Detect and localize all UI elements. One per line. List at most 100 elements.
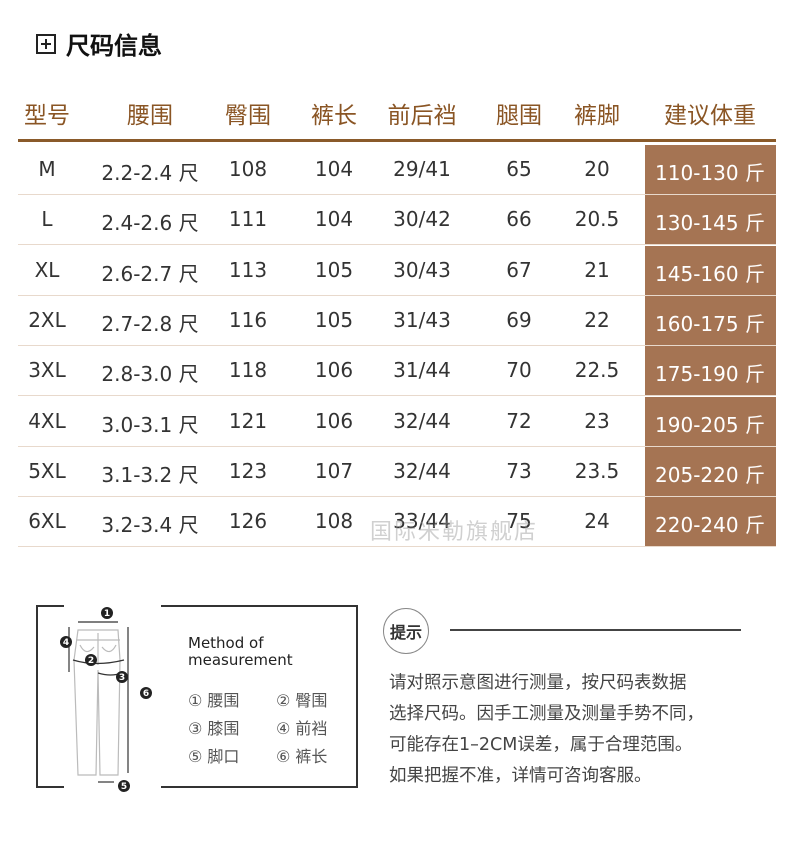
measurement-diagram: 1 2 3 4 5 6 Method of measurement ① 腰围 ②…	[36, 605, 358, 792]
table-cell: 65	[506, 157, 532, 181]
measurement-legend: ① 腰围 ② 臀围 ③ 膝围 ④ 前裆 ⑤ 脚口 ⑥ 裤长	[188, 687, 356, 767]
table-cell: 29/41	[393, 157, 451, 181]
table-cell: 22.5	[574, 358, 620, 383]
table-cell: 30/43	[393, 257, 451, 282]
table-cell: 116	[228, 307, 268, 332]
table-cell: 23.5	[574, 458, 620, 483]
table-cell: 105	[314, 257, 354, 282]
table-cell: 2.2-2.4 尺	[101, 161, 199, 185]
table-header: 型号 腰围 臀围 裤长 前后裆 腿围 裤脚 建议体重	[0, 96, 790, 132]
table-row: M 2.2-2.4 尺 108 104 29/41 65 20 110-130 斤	[18, 145, 776, 195]
table-cell: 5XL	[28, 458, 66, 483]
method-heading-line2: measurement	[188, 651, 293, 669]
table-cell: 32/44	[393, 408, 451, 433]
row-divider	[18, 244, 776, 246]
row-divider	[18, 194, 776, 195]
number-markers: 1 2 3 4 5 6	[60, 607, 152, 792]
tip-text: 请对照示意图进行测量，按尺码表数据 选择尺码。因手工测量及测量手势不同， 可能存…	[389, 668, 769, 792]
table-cell: 2.8-3.0 尺	[101, 362, 199, 387]
table-cell: 3.1-3.2 尺	[101, 462, 199, 487]
weight-highlight-cell	[645, 396, 776, 446]
svg-text:6: 6	[143, 689, 149, 699]
weight-highlight-cell	[645, 497, 776, 547]
column-header: 型号	[24, 103, 70, 129]
weight-highlight-cell	[645, 195, 776, 245]
table-cell: 220-240 斤	[655, 513, 765, 538]
frame-right	[161, 605, 358, 788]
table-cell: 3XL	[28, 358, 66, 383]
table-cell: 104	[314, 207, 354, 232]
svg-text:1: 1	[104, 609, 110, 619]
table-cell: 121	[228, 408, 268, 433]
table-cell: 72	[506, 408, 532, 433]
row-divider	[18, 294, 776, 296]
table-cell: 23	[584, 408, 610, 433]
table-cell: 20.5	[574, 207, 620, 232]
method-heading-line1: Method of	[188, 634, 264, 652]
tip-badge: 提示	[383, 608, 429, 654]
tip-line: 请对照示意图进行测量，按尺码表数据	[389, 673, 687, 693]
legend-item: ① 腰围	[188, 691, 240, 710]
row-divider	[18, 546, 776, 548]
table-cell: 3.2-3.4 尺	[101, 513, 199, 538]
table-cell: 70	[506, 358, 532, 383]
table-cell: 107	[314, 458, 354, 483]
table-cell: 21	[584, 257, 610, 282]
table-cell: 175-190 斤	[655, 362, 765, 387]
row-divider	[18, 445, 776, 447]
table-cell: 67	[506, 257, 532, 282]
weight-highlight-cell	[645, 446, 776, 496]
legend-item: ④ 前裆	[276, 719, 328, 738]
table-cell: 66	[506, 207, 532, 232]
weight-highlight-cell	[645, 295, 776, 345]
table-row: 2XL 2.7-2.8 尺 116 105 31/43 69 22 160-175 斤	[18, 295, 776, 346]
table-cell: L	[41, 207, 53, 232]
frame-left	[36, 605, 64, 788]
table-cell: 106	[314, 358, 354, 383]
table-cell: 31/43	[393, 307, 451, 332]
table-cell: 108	[228, 157, 268, 181]
table-cell: 160-175 斤	[655, 311, 765, 336]
row-divider	[18, 395, 776, 397]
watermark: 国际米勒旗舰店	[370, 520, 539, 545]
table-cell: 2.7-2.8 尺	[101, 311, 199, 336]
legend-item: ② 臀围	[276, 691, 328, 710]
column-header: 裤长	[311, 103, 357, 129]
column-header: 腰围	[127, 103, 173, 129]
table-cell: 126	[228, 509, 268, 534]
table-cell: 31/44	[393, 358, 451, 383]
table-cell: 118	[228, 358, 268, 383]
table-cell: 3.0-3.1 尺	[101, 412, 199, 437]
weight-highlight-cell	[645, 145, 776, 194]
table-cell: 105	[314, 307, 354, 332]
table-row: XL 2.6-2.7 尺 113 105 30/43 67 21 145-160 斤	[18, 245, 776, 296]
table-cell: 20	[584, 157, 610, 181]
table-cell: 75	[506, 509, 532, 534]
tip-divider	[450, 629, 741, 631]
table-cell: 6XL	[28, 509, 66, 534]
table-cell: 106	[314, 408, 354, 433]
column-header: 前后裆	[387, 103, 457, 129]
table-cell: 2.6-2.7 尺	[101, 261, 199, 286]
table-cell: 33/44	[393, 509, 451, 534]
table-row: L 2.4-2.6 尺 111 104 30/42 66 20.5 130-145 斤	[18, 195, 776, 246]
row-divider	[18, 344, 776, 346]
column-header: 腿围	[496, 103, 542, 129]
column-header: 臀围	[225, 103, 271, 129]
table-cell: 69	[506, 307, 532, 332]
legend-item: ⑤ 脚口	[188, 747, 240, 766]
header-rule	[18, 139, 776, 142]
table-cell: 123	[228, 458, 268, 483]
table-cell: 145-160 斤	[655, 261, 765, 286]
column-header: 建议体重	[664, 103, 756, 129]
table-cell: 22	[584, 307, 610, 332]
table-cell: 111	[228, 207, 268, 232]
table-cell: 113	[228, 257, 268, 282]
section-title: 尺码信息	[36, 26, 162, 61]
table-cell: 108	[314, 509, 354, 534]
table-row: 5XL 3.1-3.2 尺 123 107 32/44 73 23.5 205-220 斤	[18, 446, 776, 497]
table-cell: 30/42	[393, 207, 451, 232]
table-cell: 2XL	[28, 307, 66, 332]
table-cell: XL	[34, 257, 60, 282]
row-divider	[18, 495, 776, 497]
